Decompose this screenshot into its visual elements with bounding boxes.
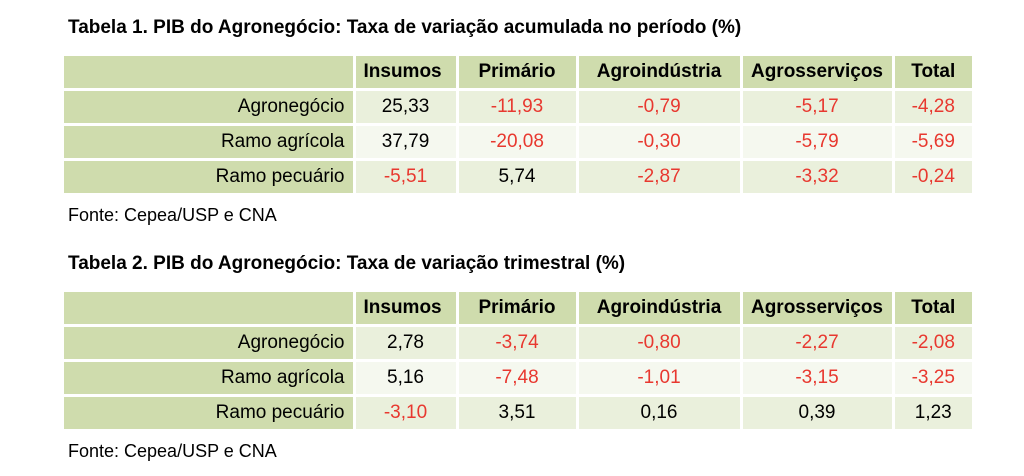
table-1-col-primario: Primário: [455, 56, 577, 91]
table-2-col-primario: Primário: [455, 292, 577, 327]
table-cell: -0,79: [575, 89, 741, 126]
table-1-col-agroindustria: Agroindústria: [575, 56, 741, 91]
table-2-block: Tabela 2. PIB do Agronegócio: Taxa de va…: [64, 252, 972, 462]
row-label: Ramo agrícola: [64, 360, 354, 397]
table-row: Ramo pecuário -5,51 5,74 -2,87 -3,32 -0,…: [64, 159, 972, 196]
table-cell: -3,32: [739, 159, 893, 196]
table-2-source: Fonte: Cepea/USP e CNA: [68, 441, 277, 461]
table-row: Ramo agrícola 37,79 -20,08 -0,30 -5,79 -…: [64, 124, 972, 161]
table-1-caption: Tabela 1. PIB do Agronegócio: Taxa de va…: [68, 17, 742, 38]
table-cell: -3,25: [891, 360, 972, 397]
table-cell: 25,33: [352, 89, 457, 126]
table-cell: -1,01: [575, 360, 741, 397]
table-cell: -3,10: [352, 395, 457, 432]
row-label: Ramo pecuário: [64, 159, 354, 196]
table-1-col-total: Total: [891, 56, 972, 91]
table-cell: 5,74: [455, 159, 577, 196]
table-cell: -5,17: [739, 89, 893, 126]
table-cell: -0,80: [575, 325, 741, 362]
table-1-corner-cell: [64, 56, 354, 91]
table-cell: -4,28: [891, 89, 972, 126]
table-cell: 2,78: [352, 325, 457, 362]
table-cell: 0,16: [575, 395, 741, 432]
table-2-header-row: Insumos Primário Agroindústria Agrosserv…: [64, 292, 972, 327]
table-cell: -7,48: [455, 360, 577, 397]
table-row: Ramo agrícola 5,16 -7,48 -1,01 -3,15 -3,…: [64, 360, 972, 397]
table-2-col-agrosservicos: Agrosserviços: [739, 292, 893, 327]
table-cell: -3,74: [455, 325, 577, 362]
table-cell: 37,79: [352, 124, 457, 161]
table-cell: 0,39: [739, 395, 893, 432]
table-cell: -20,08: [455, 124, 577, 161]
table-1-source: Fonte: Cepea/USP e CNA: [68, 205, 277, 225]
table-cell: -2,87: [575, 159, 741, 196]
table-2-col-insumos: Insumos: [352, 292, 457, 327]
table-cell: -5,79: [739, 124, 893, 161]
table-cell: -0,24: [891, 159, 972, 196]
table-2-col-agroindustria: Agroindústria: [575, 292, 741, 327]
table-cell: -0,30: [575, 124, 741, 161]
table-cell: 5,16: [352, 360, 457, 397]
table-cell: -2,27: [739, 325, 893, 362]
table-row: Agronegócio 25,33 -11,93 -0,79 -5,17 -4,…: [64, 89, 972, 126]
table-row: Agronegócio 2,78 -3,74 -0,80 -2,27 -2,08: [64, 325, 972, 362]
row-label: Ramo pecuário: [64, 395, 354, 432]
table-2: Insumos Primário Agroindústria Agrosserv…: [64, 292, 972, 432]
table-cell: -11,93: [455, 89, 577, 126]
row-label: Agronegócio: [64, 325, 354, 362]
table-row: Ramo pecuário -3,10 3,51 0,16 0,39 1,23: [64, 395, 972, 432]
table-cell: -5,69: [891, 124, 972, 161]
table-1-header-row: Insumos Primário Agroindústria Agrosserv…: [64, 56, 972, 91]
table-cell: -2,08: [891, 325, 972, 362]
row-label: Ramo agrícola: [64, 124, 354, 161]
table-cell: 3,51: [455, 395, 577, 432]
table-cell: -5,51: [352, 159, 457, 196]
table-2-caption: Tabela 2. PIB do Agronegócio: Taxa de va…: [68, 253, 626, 274]
table-cell: -3,15: [739, 360, 893, 397]
table-1: Insumos Primário Agroindústria Agrosserv…: [64, 56, 972, 196]
table-1-col-agrosservicos: Agrosserviços: [739, 56, 893, 91]
row-label: Agronegócio: [64, 89, 354, 126]
table-2-col-total: Total: [891, 292, 972, 327]
table-1-col-insumos: Insumos: [352, 56, 457, 91]
table-2-corner-cell: [64, 292, 354, 327]
table-1-block: Tabela 1. PIB do Agronegócio: Taxa de va…: [64, 16, 972, 226]
table-cell: 1,23: [891, 395, 972, 432]
